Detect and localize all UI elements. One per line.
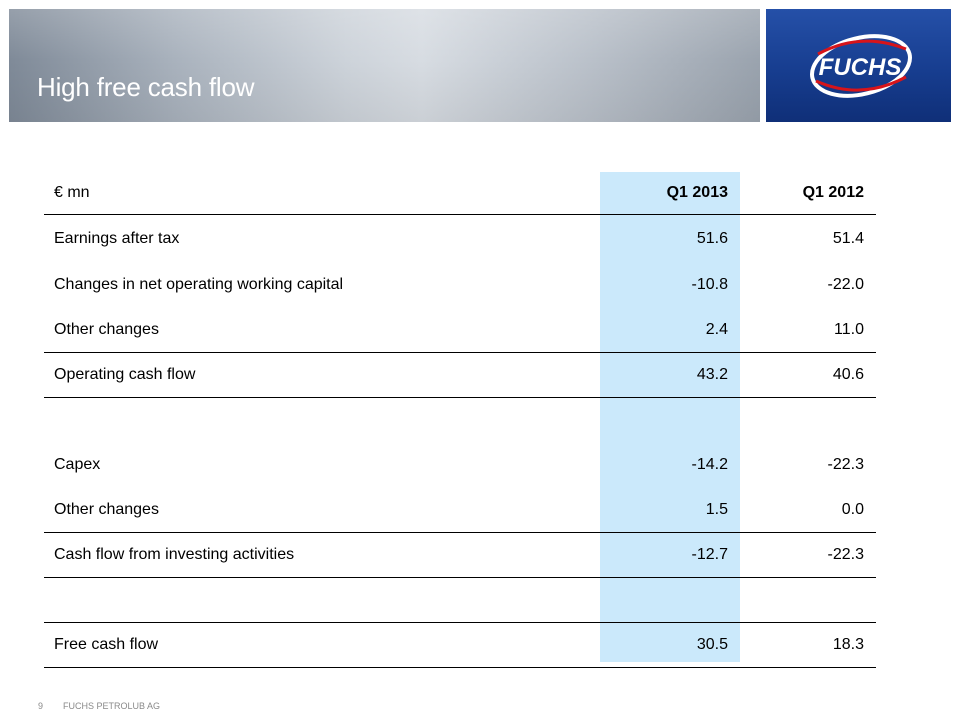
row-label: Free cash flow: [44, 622, 600, 668]
value-q1-2012: 51.4: [832, 229, 864, 247]
value-q1-2012: [740, 577, 876, 623]
page-title: High free cash flow: [37, 72, 255, 102]
table-row-free-cash-flow: Free cash flow 30.5 18.3: [44, 622, 876, 668]
value-q1-2012: 18.3: [740, 622, 876, 668]
value-q1-2013: 30.5: [600, 622, 740, 668]
row-label: Cash flow from investing activities: [44, 532, 600, 578]
row-label: Earnings after tax: [54, 229, 180, 247]
row-label: [44, 398, 600, 443]
value-q1-2012: 40.6: [740, 352, 876, 398]
cash-flow-table: € mn Q1 2013 Q1 2012 Earnings after tax …: [44, 172, 876, 668]
value-q1-2013: -10.8: [691, 276, 728, 293]
value-q1-2013: 43.2: [600, 352, 740, 398]
value-q1-2013: -14.2: [691, 456, 728, 473]
fuchs-logo: FUCHS: [766, 9, 951, 122]
value-q1-2012: -22.3: [740, 532, 876, 578]
table-header-row: € mn Q1 2013 Q1 2012: [44, 172, 876, 215]
table-row-investing-cash-flow: Cash flow from investing activities -12.…: [44, 532, 876, 578]
value-q1-2013: [600, 577, 740, 623]
value-q1-2012: -22.3: [827, 456, 864, 473]
value-q1-2013: -12.7: [600, 532, 740, 578]
row-label: Operating cash flow: [44, 352, 600, 398]
row-label: Capex: [54, 456, 101, 473]
title-banner: [9, 9, 760, 122]
table-row: Other changes 1.5 0.0: [44, 487, 876, 533]
column-header-q1-2012: Q1 2012: [740, 172, 876, 215]
value-q1-2013: 2.4: [600, 307, 740, 353]
row-label: Other changes: [44, 307, 600, 353]
row-label: Other changes: [44, 487, 600, 533]
value-q1-2013: [600, 398, 740, 443]
column-header-q1-2013: Q1 2013: [600, 172, 740, 215]
spacer-row: [44, 577, 876, 623]
page-number: 9: [38, 701, 44, 711]
table-row: Earnings after tax 51.6 51.4: [44, 215, 876, 263]
value-q1-2013: 51.6: [696, 229, 728, 247]
unit-label: € mn: [44, 172, 600, 215]
table-row: Other changes 2.4 11.0: [44, 307, 876, 353]
table-row: Capex -14.2 -22.3: [44, 443, 876, 488]
row-label: [44, 577, 600, 623]
footer-company: FUCHS PETROLUB AG: [63, 701, 161, 711]
spacer-row: [44, 398, 876, 443]
value-q1-2012: -22.0: [827, 276, 864, 293]
fuchs-logo-icon: FUCHS: [810, 34, 912, 98]
value-q1-2012: 11.0: [740, 307, 876, 353]
value-q1-2012: 0.0: [740, 487, 876, 533]
row-label: Changes in net operating working capital: [54, 276, 344, 293]
value-q1-2013: 1.5: [600, 487, 740, 533]
logo-text: FUCHS: [819, 54, 902, 81]
value-q1-2012: [740, 398, 876, 443]
table-row: Changes in net operating working capital…: [44, 263, 876, 308]
table-row-operating-cash-flow: Operating cash flow 43.2 40.6: [44, 352, 876, 398]
